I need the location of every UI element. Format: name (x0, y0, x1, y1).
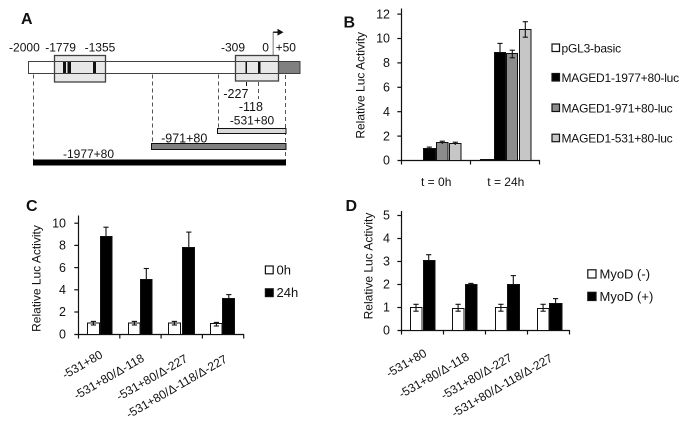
svg-text:-1977+80: -1977+80 (63, 147, 114, 161)
svg-text:MyoD (+): MyoD (+) (600, 289, 654, 304)
svg-text:-118: -118 (239, 100, 263, 114)
svg-text:B: B (344, 15, 356, 32)
svg-text:C: C (26, 198, 38, 215)
svg-text:MyoD (-): MyoD (-) (600, 267, 651, 282)
svg-text:2: 2 (383, 129, 390, 143)
svg-text:4: 4 (383, 105, 390, 119)
svg-text:2: 2 (383, 278, 390, 292)
svg-text:2: 2 (59, 305, 66, 319)
svg-text:0: 0 (59, 328, 66, 342)
svg-text:MAGED1-971+80-luc: MAGED1-971+80-luc (562, 102, 673, 116)
svg-text:4: 4 (59, 283, 66, 297)
svg-text:0h: 0h (277, 262, 291, 277)
svg-text:-2000: -2000 (9, 41, 40, 55)
svg-text:A: A (21, 11, 33, 28)
svg-text:8: 8 (383, 56, 390, 70)
svg-text:t = 24h: t = 24h (487, 175, 524, 189)
svg-text:MAGED1-531+80-luc: MAGED1-531+80-luc (562, 132, 673, 146)
svg-text:t = 0h: t = 0h (421, 175, 451, 189)
svg-text:+50: +50 (276, 41, 297, 55)
svg-text:24h: 24h (277, 285, 299, 300)
svg-text:-1779: -1779 (45, 41, 76, 55)
svg-text:Relative Luc Activity: Relative Luc Activity (354, 32, 368, 139)
svg-text:8: 8 (59, 239, 66, 253)
svg-text:10: 10 (376, 32, 390, 46)
svg-text:Relative Luc Activity: Relative Luc Activity (362, 213, 376, 320)
svg-text:10: 10 (52, 216, 66, 230)
svg-text:12: 12 (376, 7, 390, 21)
svg-text:1: 1 (383, 301, 390, 315)
svg-text:pGL3-basic: pGL3-basic (562, 42, 622, 56)
svg-text:6: 6 (59, 261, 66, 275)
svg-text:-531+80: -531+80 (230, 114, 275, 128)
svg-text:0: 0 (383, 154, 390, 168)
svg-text:5: 5 (383, 209, 390, 223)
svg-text:MAGED1-1977+80-luc: MAGED1-1977+80-luc (562, 71, 680, 85)
svg-text:3: 3 (383, 255, 390, 269)
svg-text:D: D (346, 198, 358, 215)
svg-text:4: 4 (383, 232, 390, 246)
svg-text:Relative Luc Activity: Relative Luc Activity (30, 225, 44, 332)
svg-text:6: 6 (383, 81, 390, 95)
svg-text:-309: -309 (221, 41, 245, 55)
svg-text:0: 0 (383, 324, 390, 338)
svg-text:0: 0 (262, 41, 269, 55)
svg-text:-971+80: -971+80 (161, 132, 207, 146)
svg-text:-227: -227 (223, 87, 248, 101)
svg-text:-1355: -1355 (85, 41, 116, 55)
